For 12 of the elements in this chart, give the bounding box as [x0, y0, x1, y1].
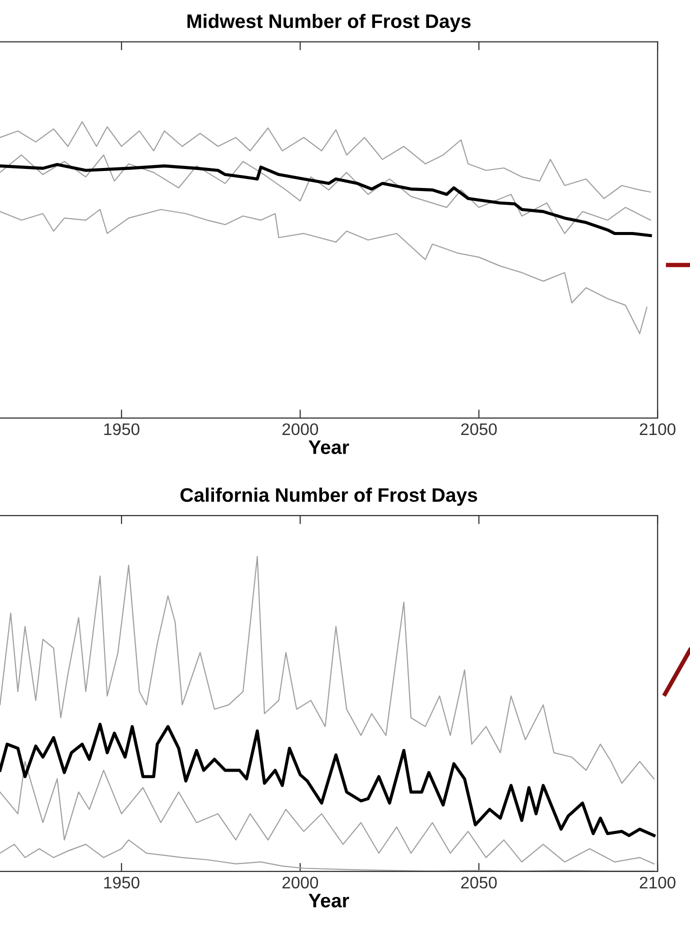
x-tick-label: 2000 [282, 876, 318, 889]
x-tick-label: 2000 [282, 423, 318, 436]
x-axis-title: Year [308, 440, 350, 454]
x-tick-label: 2050 [461, 423, 497, 436]
chart-title: Midwest Number of Frost Days [187, 14, 471, 32]
x-tick-label: 1950 [104, 876, 140, 889]
chart-title: California Number of Frost Days [180, 488, 478, 506]
x-tick-label: 2100 [640, 423, 676, 436]
x-axis-title: Year [308, 894, 350, 908]
x-tick-label: 2050 [461, 876, 497, 889]
x-tick-label: 2100 [640, 876, 676, 889]
x-tick-label: 1950 [104, 423, 140, 436]
